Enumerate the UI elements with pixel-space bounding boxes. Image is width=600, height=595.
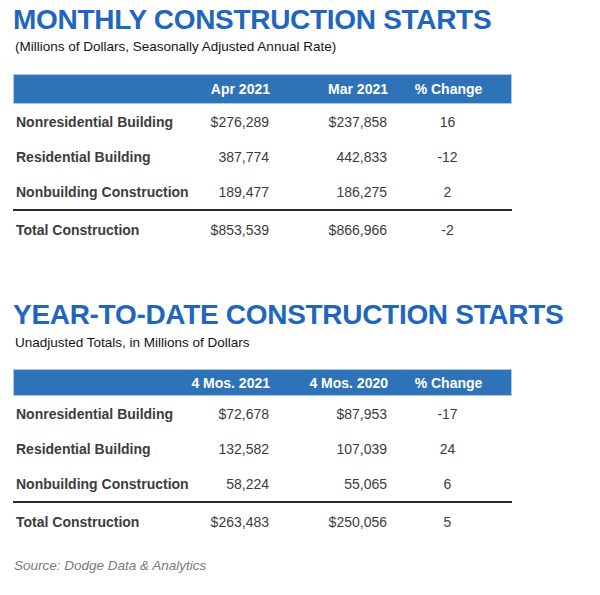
row-change-value: 16	[411, 114, 512, 130]
monthly-header-change: % Change	[412, 81, 513, 97]
row-previous-value: 186,275	[295, 184, 411, 200]
row-current-value: 132,582	[185, 441, 295, 457]
row-current-value: 387,774	[185, 149, 295, 165]
ytd-header-change: % Change	[412, 375, 513, 391]
row-previous-value: 55,065	[295, 476, 411, 492]
ytd-table-header-row: 4 Mos. 2021 4 Mos. 2020 % Change	[13, 369, 512, 396]
row-label: Nonresidential Building	[13, 406, 185, 422]
ytd-section-subtitle: Unadjusted Totals, in Millions of Dollar…	[15, 335, 250, 351]
row-previous-value: $237,858	[295, 114, 411, 130]
ytd-table: 4 Mos. 2021 4 Mos. 2020 % Change Nonresi…	[13, 369, 512, 540]
row-current-value: $72,678	[185, 406, 295, 422]
table-row: Nonbuilding Construction 58,224 55,065 6	[13, 466, 512, 501]
report-page: MONTHLY CONSTRUCTION STARTS (Millions of…	[0, 0, 600, 595]
total-change-value: -2	[411, 222, 512, 238]
monthly-section-title: MONTHLY CONSTRUCTION STARTS	[13, 3, 491, 37]
total-label: Total Construction	[13, 514, 185, 530]
row-current-value: 189,477	[185, 184, 295, 200]
total-previous-value: $250,056	[295, 514, 411, 530]
table-row: Nonresidential Building $276,289 $237,85…	[13, 104, 512, 139]
source-attribution: Source: Dodge Data & Analytics	[14, 558, 206, 573]
row-change-value: -17	[411, 406, 512, 422]
monthly-header-previous: Mar 2021	[296, 81, 412, 97]
ytd-section-title: YEAR-TO-DATE CONSTRUCTION STARTS	[13, 298, 563, 332]
monthly-table-body: Nonresidential Building $276,289 $237,85…	[13, 104, 512, 248]
table-row: Nonbuilding Construction 189,477 186,275…	[13, 174, 512, 209]
row-label: Residential Building	[13, 441, 185, 457]
row-current-value: 58,224	[185, 476, 295, 492]
monthly-section-subtitle: (Millions of Dollars, Seasonally Adjuste…	[15, 39, 336, 55]
table-row: Residential Building 132,582 107,039 24	[13, 431, 512, 466]
total-previous-value: $866,966	[295, 222, 411, 238]
total-label: Total Construction	[13, 222, 185, 238]
row-change-value: -12	[411, 149, 512, 165]
monthly-table-header-row: Apr 2021 Mar 2021 % Change	[13, 74, 512, 104]
row-change-value: 24	[411, 441, 512, 457]
total-row: Total Construction $853,539 $866,966 -2	[13, 211, 512, 248]
total-current-value: $853,539	[185, 222, 295, 238]
row-label: Nonbuilding Construction	[13, 476, 185, 492]
monthly-header-current: Apr 2021	[186, 81, 296, 97]
monthly-table: Apr 2021 Mar 2021 % Change Nonresidentia…	[13, 74, 512, 248]
row-label: Residential Building	[13, 149, 185, 165]
row-current-value: $276,289	[185, 114, 295, 130]
row-label: Nonbuilding Construction	[13, 184, 185, 200]
total-row: Total Construction $263,483 $250,056 5	[13, 503, 512, 540]
row-previous-value: $87,953	[295, 406, 411, 422]
total-change-value: 5	[411, 514, 512, 530]
row-previous-value: 442,833	[295, 149, 411, 165]
ytd-header-previous: 4 Mos. 2020	[296, 375, 412, 391]
row-previous-value: 107,039	[295, 441, 411, 457]
row-label: Nonresidential Building	[13, 114, 185, 130]
ytd-header-current: 4 Mos. 2021	[186, 375, 296, 391]
total-current-value: $263,483	[185, 514, 295, 530]
row-change-value: 6	[411, 476, 512, 492]
table-row: Residential Building 387,774 442,833 -12	[13, 139, 512, 174]
table-row: Nonresidential Building $72,678 $87,953 …	[13, 396, 512, 431]
row-change-value: 2	[411, 184, 512, 200]
ytd-table-body: Nonresidential Building $72,678 $87,953 …	[13, 396, 512, 540]
